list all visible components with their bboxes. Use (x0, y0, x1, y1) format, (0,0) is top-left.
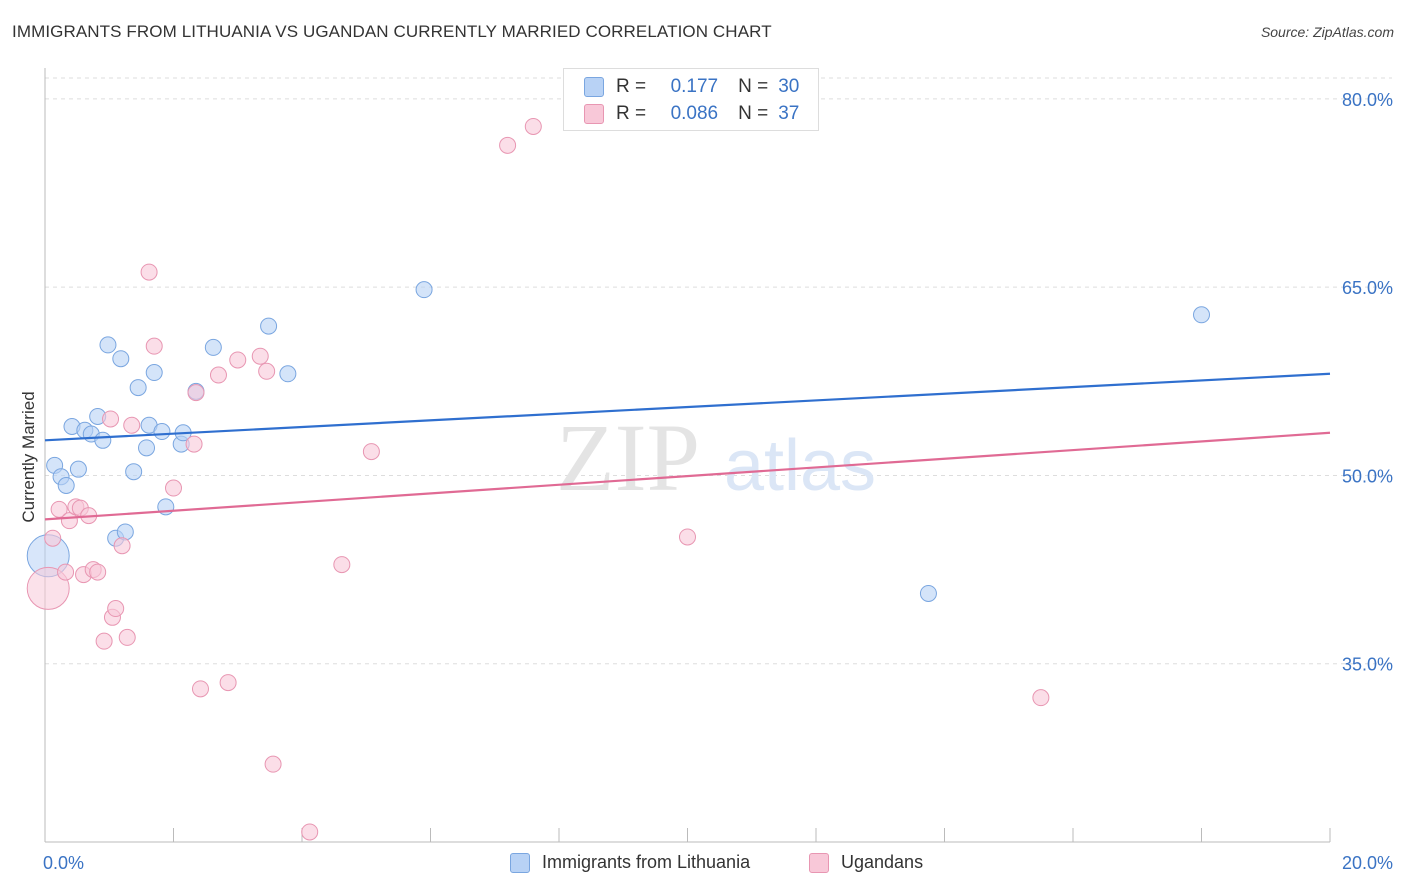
x-tick-label: 20.0% (1342, 853, 1393, 873)
lithuania-point (94, 431, 112, 449)
ugandans-point (26, 566, 70, 610)
ugandans-point (499, 136, 517, 154)
lithuania-trend-line (44, 372, 1331, 442)
lithuania-point (204, 338, 222, 356)
ugandans-point (145, 337, 163, 355)
lithuania-point (125, 463, 143, 481)
legend-swatch-blue (510, 852, 530, 873)
grid-lines (45, 77, 1392, 665)
lithuania-point (116, 523, 134, 541)
legend-row-ugandans: R = 0.086 N = 37 (584, 103, 799, 125)
ugandans-point (1032, 689, 1050, 707)
x-tick-label: 0.0% (43, 853, 84, 873)
n-label: N = (738, 103, 769, 124)
correlation-legend: R = 0.177 N = 30 R = 0.086 N = 37 (563, 68, 819, 131)
ugandans-point (251, 347, 269, 365)
ugandans-point (264, 755, 282, 773)
y-axis-label: Currently Married (19, 391, 38, 522)
ugandans-point (89, 563, 107, 581)
legend-label: Immigrants from Lithuania (542, 852, 751, 872)
source-label: Source: ZipAtlas.com (1260, 24, 1394, 40)
ugandans-point (333, 556, 351, 574)
y-tick-label: 65.0% (1342, 278, 1393, 298)
ugandans-trend-line (44, 431, 1331, 521)
ugandans-point (679, 528, 696, 546)
ugandans-point (219, 674, 237, 692)
lithuania-point (129, 379, 147, 397)
r-value: 0.086 (670, 103, 719, 124)
y-tick-label: 80.0% (1342, 90, 1393, 110)
ugandans-point (140, 263, 158, 281)
lithuania-point (138, 439, 156, 457)
ugandans-point (258, 362, 276, 380)
ugandans-point (113, 537, 131, 555)
ugandans-point (123, 416, 141, 434)
ugandans-point (118, 628, 136, 646)
legend-row-lithuania: R = 0.177 N = 30 (584, 76, 799, 98)
watermark-zip: ZIP (556, 404, 700, 511)
ugandans-point (209, 366, 227, 384)
n-value: 30 (778, 76, 800, 97)
lithuania-point (69, 460, 87, 478)
chart-title: IMMIGRANTS FROM LITHUANIA VS UGANDAN CUR… (12, 22, 772, 41)
legend-swatch-blue (584, 77, 604, 97)
ugandans-point (44, 529, 62, 547)
axes (44, 68, 1331, 843)
ugandans-point (524, 117, 542, 135)
legend-swatch-pink (584, 104, 604, 124)
ugandans-point (191, 680, 209, 698)
y-tick-label: 35.0% (1342, 655, 1393, 675)
ugandans-point (187, 384, 205, 402)
r-label: R = (616, 76, 647, 97)
ugandans-point (301, 823, 319, 841)
lithuania-point (279, 365, 297, 383)
lithuania-point (153, 423, 171, 441)
data-points (26, 117, 1210, 841)
ugandans-point (362, 443, 380, 461)
lithuania-point (260, 317, 278, 335)
ugandans-point (185, 435, 203, 453)
lithuania-point (415, 281, 433, 299)
watermark: ZIP atlas (556, 404, 876, 511)
ugandans-point (57, 563, 75, 581)
ugandans-point (95, 632, 113, 650)
n-value: 37 (778, 103, 800, 124)
ugandans-point (107, 600, 125, 618)
ugandans-point (165, 479, 182, 497)
lithuania-point (112, 350, 130, 368)
bottom-legend-lithuania: Immigrants from Lithuania (510, 852, 750, 873)
lithuania-point (919, 584, 937, 602)
tick-labels: 80.0% 65.0% 50.0% 35.0% 0.0% 20.0% (43, 90, 1393, 873)
r-label: R = (616, 103, 647, 124)
ugandans-point (102, 410, 120, 428)
legend-label: Ugandans (841, 852, 924, 872)
y-tick-label: 50.0% (1342, 466, 1393, 486)
n-label: N = (738, 76, 769, 97)
trend-lines (44, 372, 1331, 521)
lithuania-point (57, 476, 75, 494)
legend-swatch-pink (809, 852, 829, 873)
lithuania-point (1193, 306, 1210, 324)
ugandans-point (229, 351, 247, 369)
bottom-legend-ugandans: Ugandans (809, 852, 923, 873)
lithuania-point (145, 364, 163, 382)
r-value: 0.177 (670, 76, 719, 97)
lithuania-point (99, 336, 117, 354)
